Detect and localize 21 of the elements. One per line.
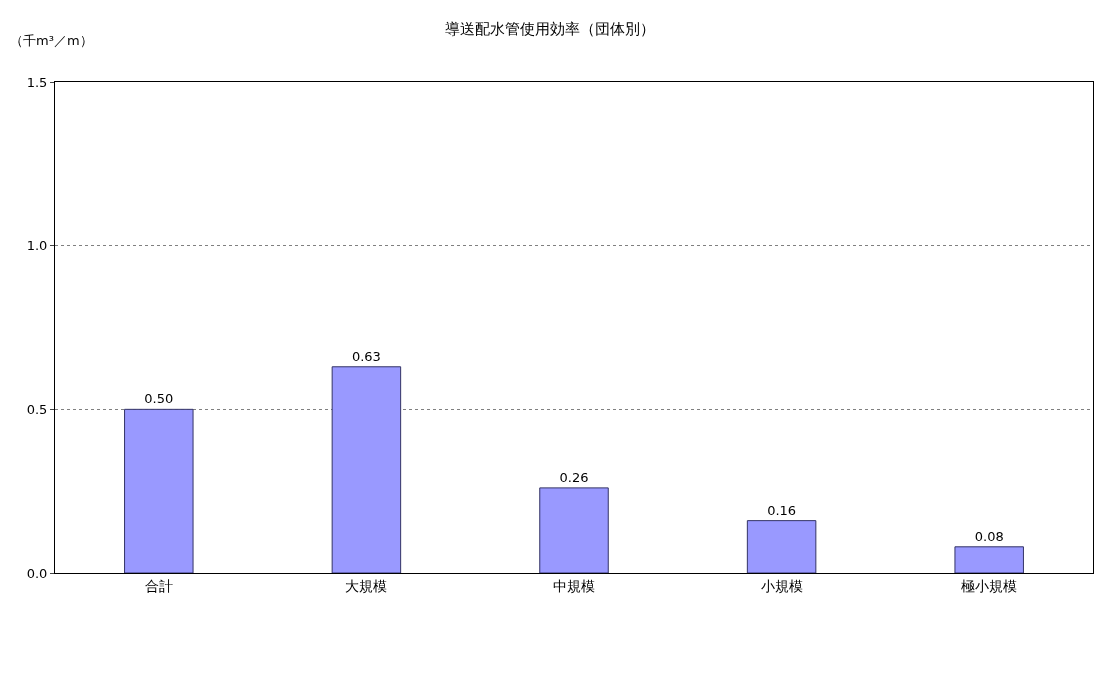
x-tick-label: 極小規模 — [961, 577, 1018, 594]
data-label: 0.50 — [144, 391, 174, 407]
bar — [124, 408, 194, 573]
x-tick-label: 小規模 — [760, 577, 803, 594]
y-tick-label: 0.5 — [26, 401, 48, 417]
bar — [954, 546, 1024, 573]
x-tick-label: 中規模 — [553, 577, 595, 594]
x-tick-label: 大規模 — [345, 577, 388, 594]
bar — [746, 520, 817, 573]
data-label: 0.63 — [351, 348, 381, 364]
data-label: 0.26 — [559, 469, 589, 485]
y-tick-label: 1.0 — [26, 238, 48, 254]
data-label: 0.08 — [974, 528, 1004, 544]
y-axis-title: （千m³／m） — [10, 33, 93, 48]
x-tick-label: 合計 — [144, 577, 173, 594]
y-tick-label: 1.5 — [26, 74, 48, 90]
chart-title: 導送配水管使用効率（団体別） — [445, 20, 655, 39]
y-tick-label: 0.0 — [26, 565, 48, 581]
bar — [539, 487, 609, 573]
data-label: 0.16 — [767, 502, 797, 518]
bar — [331, 366, 402, 573]
